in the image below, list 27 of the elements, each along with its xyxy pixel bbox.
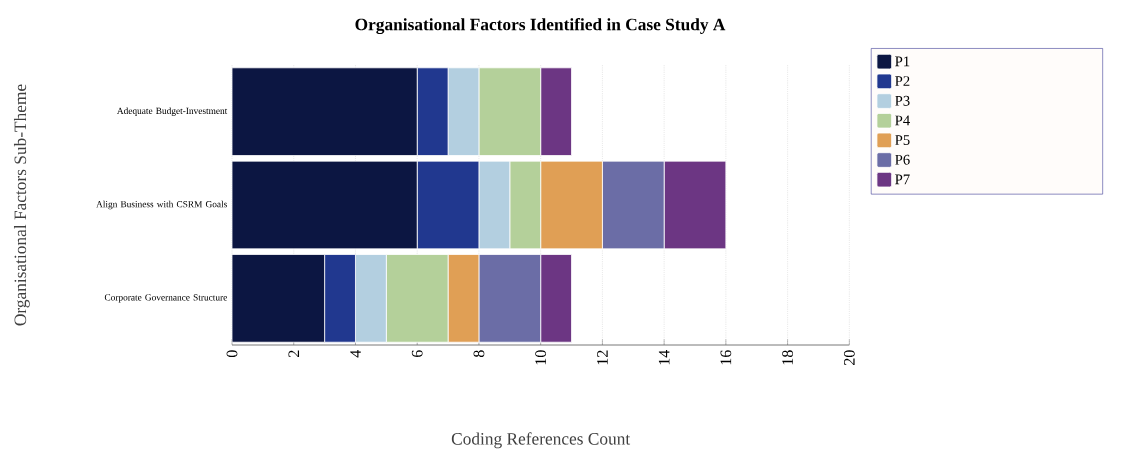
legend-label: P2 — [895, 76, 910, 86]
x-tick-label: 10 — [535, 350, 547, 365]
x-axis-title: Coding References Count — [451, 432, 631, 449]
y-tick-label: Adequate Budget-Investment — [116, 107, 228, 116]
x-tick-label: 2 — [288, 350, 300, 357]
legend-label: P1 — [895, 56, 910, 67]
x-tick-label: 18 — [782, 350, 793, 365]
legend-label: P3 — [895, 95, 910, 106]
y-tick-label: Corporate Governance Structure — [104, 294, 227, 303]
x-tick-label: 6 — [411, 350, 423, 358]
x-tick-label: 20 — [843, 350, 855, 365]
legend-label: P4 — [895, 115, 910, 126]
legend-label: P5 — [895, 135, 910, 145]
x-tick-label: 12 — [597, 350, 608, 365]
x-tick-label: 8 — [473, 350, 485, 358]
x-tick-label: 14 — [658, 349, 670, 365]
chart-title: Organisational Factors Identified in Case Study A — [355, 17, 726, 35]
bar — [232, 67, 418, 156]
x-tick-label: 0 — [226, 350, 238, 358]
y-tick-label: Align Business with CSRM Goals — [96, 200, 227, 210]
x-tick-label: 4 — [350, 349, 361, 358]
x-tick-label: 16 — [720, 350, 732, 365]
bar — [232, 160, 418, 250]
legend-label: P6 — [895, 154, 910, 165]
legend-label: P7 — [895, 174, 910, 185]
y-axis-title: Organisational Factors Sub-Theme — [13, 84, 30, 326]
bar — [232, 254, 326, 343]
